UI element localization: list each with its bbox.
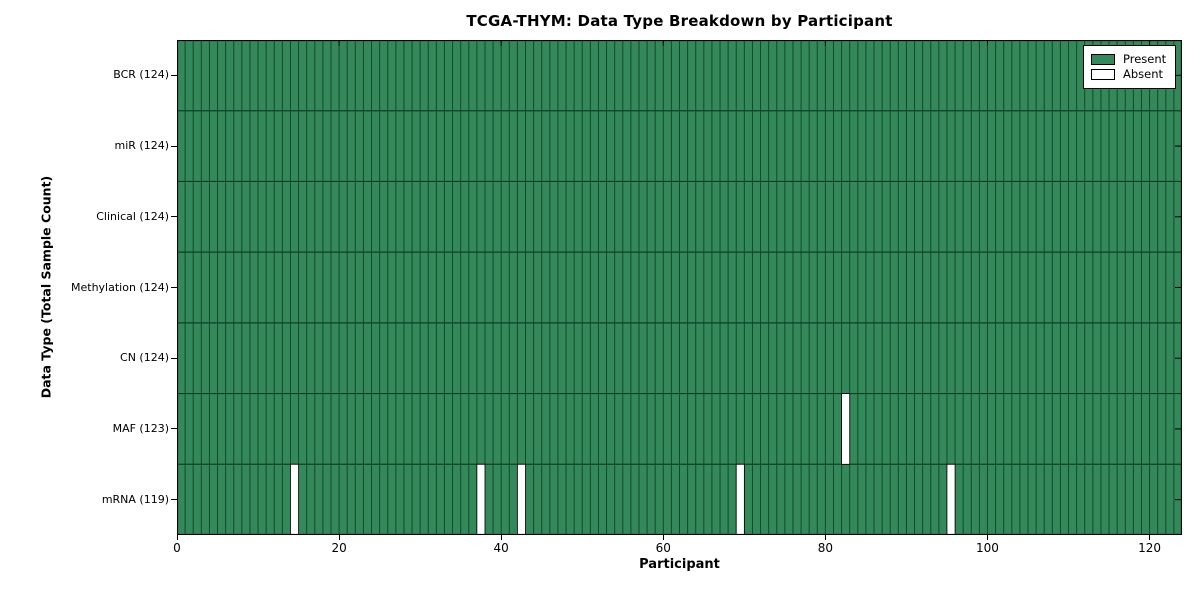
legend-item-absent: Absent (1091, 68, 1168, 81)
x-tick-mark (176, 535, 178, 540)
x-tick-label: 100 (976, 541, 999, 555)
x-tick-mark (986, 535, 988, 540)
x-tick-label: 80 (817, 541, 834, 555)
x-tick-mark (338, 535, 340, 540)
legend-swatch-absent-icon (1091, 69, 1115, 80)
x-tick-label: 20 (331, 541, 347, 555)
y-tick-mark (171, 357, 177, 359)
x-axis-title: Participant (639, 557, 720, 572)
legend-label-present: Present (1123, 52, 1167, 66)
y-tick-label: CN (124) (120, 351, 169, 365)
x-tick-label: 120 (1138, 541, 1162, 555)
y-tick-mark (171, 216, 177, 218)
y-tick-mark (171, 145, 177, 147)
y-tick-mark (171, 74, 177, 76)
x-tick-label: 40 (493, 541, 509, 555)
y-tick-label: Methylation (124) (71, 280, 169, 294)
x-tick-label: 60 (655, 541, 671, 555)
legend-item-present: Present (1091, 53, 1168, 66)
plot-area (177, 40, 1182, 535)
x-tick-mark (662, 535, 664, 540)
y-tick-label: MAF (123) (112, 421, 169, 435)
legend: Present Absent (1083, 45, 1176, 89)
y-tick-mark (171, 287, 177, 288)
x-tick-label: 0 (173, 541, 181, 555)
x-tick-mark (500, 535, 502, 540)
y-tick-mark (171, 499, 177, 501)
legend-swatch-present-icon (1091, 54, 1115, 65)
chart-title: TCGA-THYM: Data Type Breakdown by Partic… (466, 12, 893, 30)
y-tick-label: mRNA (119) (101, 492, 169, 506)
x-tick-mark (1149, 535, 1151, 540)
x-tick-mark (824, 535, 826, 540)
heatmap-grid (177, 40, 1182, 535)
y-tick-mark (171, 428, 177, 430)
y-tick-label: Clinical (124) (96, 209, 169, 223)
y-tick-label: miR (124) (114, 139, 170, 153)
legend-label-absent: Absent (1123, 67, 1164, 81)
y-tick-label: BCR (124) (113, 68, 169, 82)
